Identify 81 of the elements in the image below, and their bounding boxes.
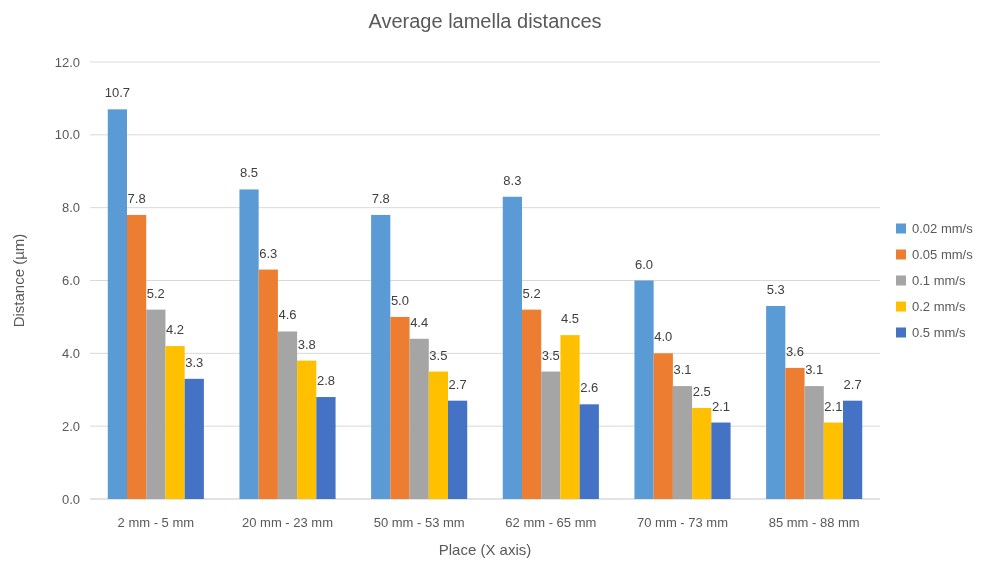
y-tick-label: 2.0 <box>61 418 80 434</box>
bar <box>653 353 673 499</box>
y-tick-label: 8.0 <box>61 200 80 216</box>
data-label: 2.5 <box>692 383 711 399</box>
data-label: 8.5 <box>240 165 259 181</box>
data-label: 2.7 <box>843 376 862 392</box>
x-tick-label: 70 mm - 73 mm <box>636 515 729 530</box>
bar <box>823 422 843 499</box>
bar <box>502 196 522 499</box>
bar <box>692 407 712 499</box>
bar <box>316 397 336 499</box>
chart-title: Average lamella distances <box>368 10 602 32</box>
x-axis-title: Place (X axis) <box>438 541 532 558</box>
data-label: 3.6 <box>785 343 804 359</box>
bar <box>146 309 166 499</box>
data-label: 5.0 <box>390 292 409 308</box>
data-label: 6.0 <box>635 256 654 272</box>
data-label: 3.1 <box>673 362 692 378</box>
bar <box>522 309 542 499</box>
data-label: 2.1 <box>824 398 843 414</box>
bar <box>672 386 693 499</box>
data-label: 5.2 <box>146 285 165 301</box>
data-label: 4.0 <box>654 329 673 345</box>
data-label: 3.8 <box>297 336 316 352</box>
data-label: 2.6 <box>580 380 599 396</box>
bar <box>390 316 410 499</box>
y-tick-label: 10.0 <box>54 127 80 143</box>
x-tick-label: 2 mm - 5 mm <box>117 515 195 530</box>
bar <box>560 335 580 499</box>
data-label: 3.5 <box>429 347 448 363</box>
bar <box>448 400 468 499</box>
data-label: 4.4 <box>410 314 429 330</box>
bar <box>634 280 654 499</box>
data-label: 2.1 <box>711 398 730 414</box>
bar <box>843 400 863 499</box>
data-label: 4.2 <box>166 322 185 338</box>
legend-label: 0.05 mm/s <box>912 247 974 263</box>
y-axis-title: Distance (µm) <box>10 233 27 328</box>
data-label: 10.7 <box>104 85 131 101</box>
bar <box>409 338 429 499</box>
bar <box>127 214 147 499</box>
x-tick-label: 85 mm - 88 mm <box>768 515 860 530</box>
bar <box>258 269 278 499</box>
bar <box>541 371 561 499</box>
legend-label: 0.5 mm/s <box>912 325 966 341</box>
x-tick-label: 50 mm - 53 mm <box>373 515 465 530</box>
data-label: 7.8 <box>371 190 390 206</box>
data-label: 5.3 <box>766 281 785 297</box>
data-label: 5.2 <box>522 285 541 301</box>
bar <box>184 378 204 499</box>
legend-label: 0.1 mm/s <box>912 273 966 289</box>
bar <box>766 305 786 499</box>
data-label: 2.7 <box>448 376 467 392</box>
x-tick-label: 20 mm - 23 mm <box>241 515 334 530</box>
legend-label: 0.2 mm/s <box>912 299 966 315</box>
y-tick-label: 0.0 <box>61 491 80 507</box>
data-label: 4.5 <box>561 311 580 327</box>
bar <box>804 386 824 499</box>
bar <box>711 422 731 499</box>
bar <box>371 214 391 499</box>
bar <box>785 367 805 499</box>
data-label: 6.3 <box>259 245 278 261</box>
bar <box>579 404 599 499</box>
legend-label: 0.02 mm/s <box>912 221 974 237</box>
bar <box>428 371 448 499</box>
bar <box>107 109 127 499</box>
data-label: 8.3 <box>503 172 522 188</box>
data-label: 4.6 <box>278 307 297 323</box>
bar <box>277 331 298 499</box>
bar <box>239 189 259 499</box>
data-label: 7.8 <box>127 190 146 206</box>
y-tick-label: 4.0 <box>61 345 80 361</box>
y-tick-label: 6.0 <box>61 273 80 289</box>
data-label: 3.3 <box>185 354 204 370</box>
bar <box>297 360 317 499</box>
data-label: 2.8 <box>316 373 335 389</box>
bar <box>165 346 185 499</box>
x-tick-label: 62 mm - 65 mm <box>505 515 597 530</box>
data-label: 3.1 <box>805 362 824 378</box>
y-tick-label: 12.0 <box>54 54 80 70</box>
data-label: 3.5 <box>541 347 560 363</box>
